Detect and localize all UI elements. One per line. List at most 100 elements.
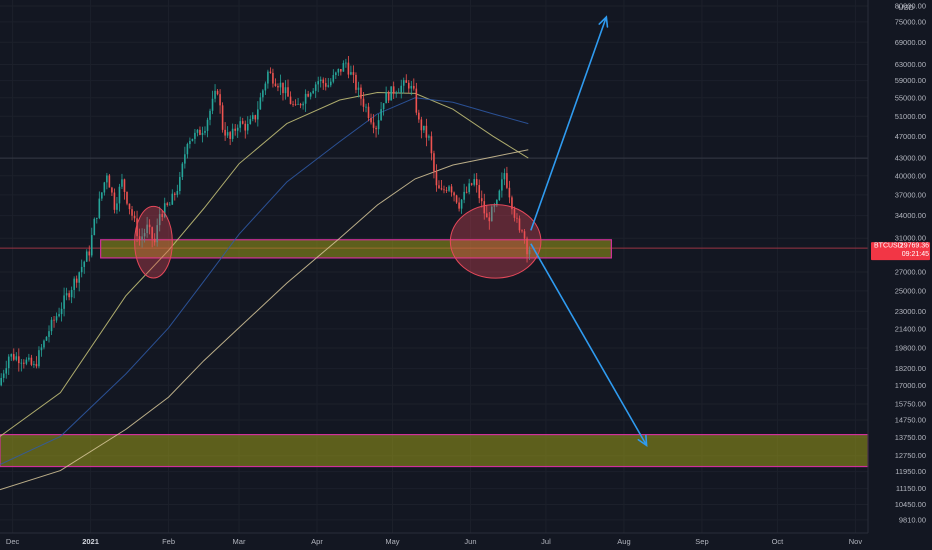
y-tick-label: 25000.00 [895,286,926,295]
candle-body [357,87,360,90]
x-tick-label: Dec [6,537,20,546]
candle-body [239,121,242,128]
candle-body [18,356,20,364]
candle-body [186,144,189,155]
candle-body [284,87,287,94]
candle-body [156,225,158,243]
x-tick-label: Apr [311,537,323,546]
candle-body [324,83,327,87]
moving-average-line [0,91,529,437]
candle-body [304,93,307,104]
candle-body [367,106,370,118]
candle-body [458,202,460,209]
support-zones [0,239,869,468]
candle-body [511,197,513,210]
candle-body [121,179,123,187]
candle-body [322,79,325,84]
y-tick-label: 75000.00 [895,17,926,26]
candle-body [314,84,317,91]
moving-averages [0,91,529,491]
candle-body [28,357,30,360]
candle-body [181,163,184,178]
candle-body [360,87,362,99]
axes: USD [0,0,914,534]
x-tick-label: Sep [695,537,708,546]
candle-body [488,217,491,222]
candle-body [428,136,430,138]
candle-body [25,359,28,364]
candle-body [236,127,239,131]
candle-body [390,86,392,101]
candle-body [101,192,103,199]
candle-body [214,90,216,99]
candle-body [455,195,458,203]
candle-body [143,233,146,237]
candle-body [382,103,385,110]
last-price-tag-bg [871,242,930,261]
candle-body [350,72,352,75]
candle-body [415,88,418,113]
candle-body [98,198,101,218]
candle-body [40,347,43,351]
candle-body [246,123,249,131]
candle-body [274,83,277,87]
y-tick-label: 14750.00 [895,416,926,425]
candle-body [440,188,443,190]
y-axis-ticks: 80000.00 75000.00 69000.00 63000.00 59000.00… [895,2,926,525]
candle-body [96,217,98,219]
y-tick-label: 43000.00 [895,154,926,163]
candle-body [332,75,335,82]
candlesticks [0,55,531,387]
candle-body [106,175,108,183]
candle-body [395,92,398,94]
x-tick-label: Mar [233,537,246,546]
candle-body [259,97,262,110]
candle-body [375,127,377,130]
candle-body [63,295,65,309]
candle-body [299,103,302,106]
candle-body [493,205,496,207]
x-tick-label: Jul [541,537,551,546]
y-tick-label: 27000.00 [895,268,926,277]
x-tick-label: Nov [849,537,863,546]
candle-body [297,103,299,105]
support-zone [0,433,869,468]
candle-body [526,238,528,255]
candle-body [327,85,330,87]
candle-body [498,190,501,200]
moving-average-line [0,97,529,465]
candle-body [48,331,50,337]
candle-body [73,278,75,290]
candle-body [380,109,382,121]
candle-body [355,74,357,90]
candle-body [405,80,408,83]
highlight-ellipse [134,205,173,279]
candle-body [397,92,400,94]
candle-body [478,185,481,199]
candle-body [503,173,506,180]
candle-body [176,191,179,195]
candle-body [244,123,247,131]
candle-body [257,109,259,120]
candle-body [224,129,226,136]
candle-body [413,85,415,89]
candle-body [10,354,13,357]
y-tick-label: 13750.00 [895,433,926,442]
projection-arrow-line [530,16,608,231]
projection-arrows [530,15,648,447]
candle-body [317,81,320,85]
candle-body [153,238,156,243]
projection-arrow-line [530,243,648,446]
y-tick-label: 34000.00 [895,211,926,220]
candle-body [23,362,25,364]
candle-body [141,236,143,240]
candle-body [425,125,428,138]
candle-body [229,132,231,139]
candle-body [319,79,322,82]
candle-body [438,185,440,189]
candle-body [387,92,390,101]
candle-body [352,72,355,75]
candle-body [108,175,111,188]
moving-average-line [0,149,529,491]
